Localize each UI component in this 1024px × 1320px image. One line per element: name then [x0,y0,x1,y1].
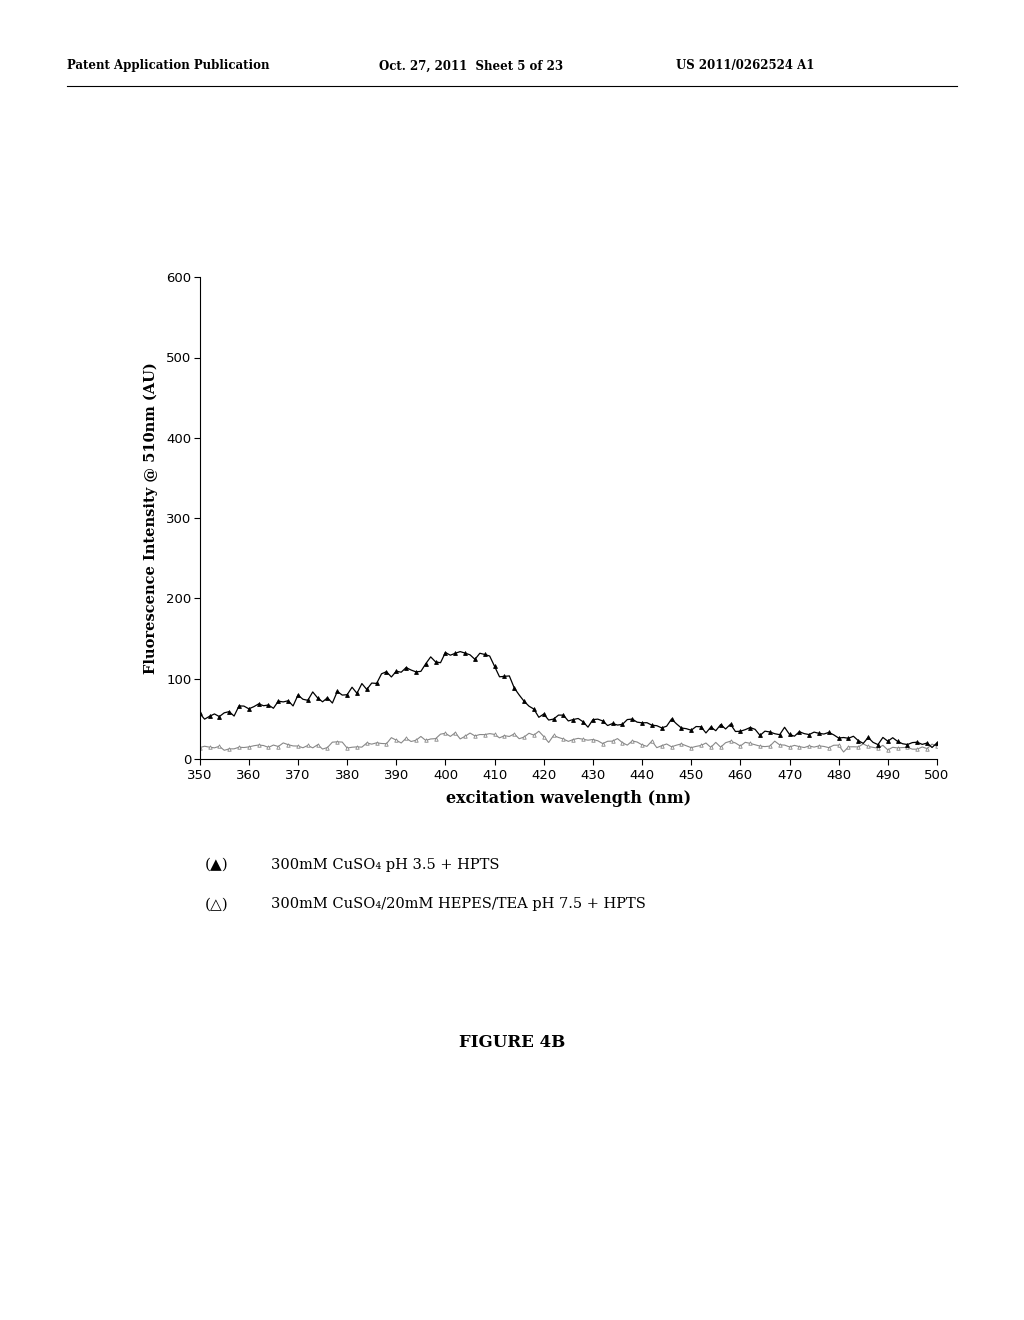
Text: (▲): (▲) [205,858,228,871]
Y-axis label: Fluorescence Intensity @ 510nm (AU): Fluorescence Intensity @ 510nm (AU) [143,362,158,675]
Text: 300mM CuSO₄/20mM HEPES/TEA pH 7.5 + HPTS: 300mM CuSO₄/20mM HEPES/TEA pH 7.5 + HPTS [271,898,646,911]
Text: FIGURE 4B: FIGURE 4B [459,1035,565,1051]
Text: 300mM CuSO₄ pH 3.5 + HPTS: 300mM CuSO₄ pH 3.5 + HPTS [271,858,500,871]
Text: (△): (△) [205,898,228,911]
Text: Patent Application Publication: Patent Application Publication [67,59,269,73]
X-axis label: excitation wavelength (nm): excitation wavelength (nm) [445,791,691,807]
Text: US 2011/0262524 A1: US 2011/0262524 A1 [676,59,814,73]
Text: Oct. 27, 2011  Sheet 5 of 23: Oct. 27, 2011 Sheet 5 of 23 [379,59,563,73]
